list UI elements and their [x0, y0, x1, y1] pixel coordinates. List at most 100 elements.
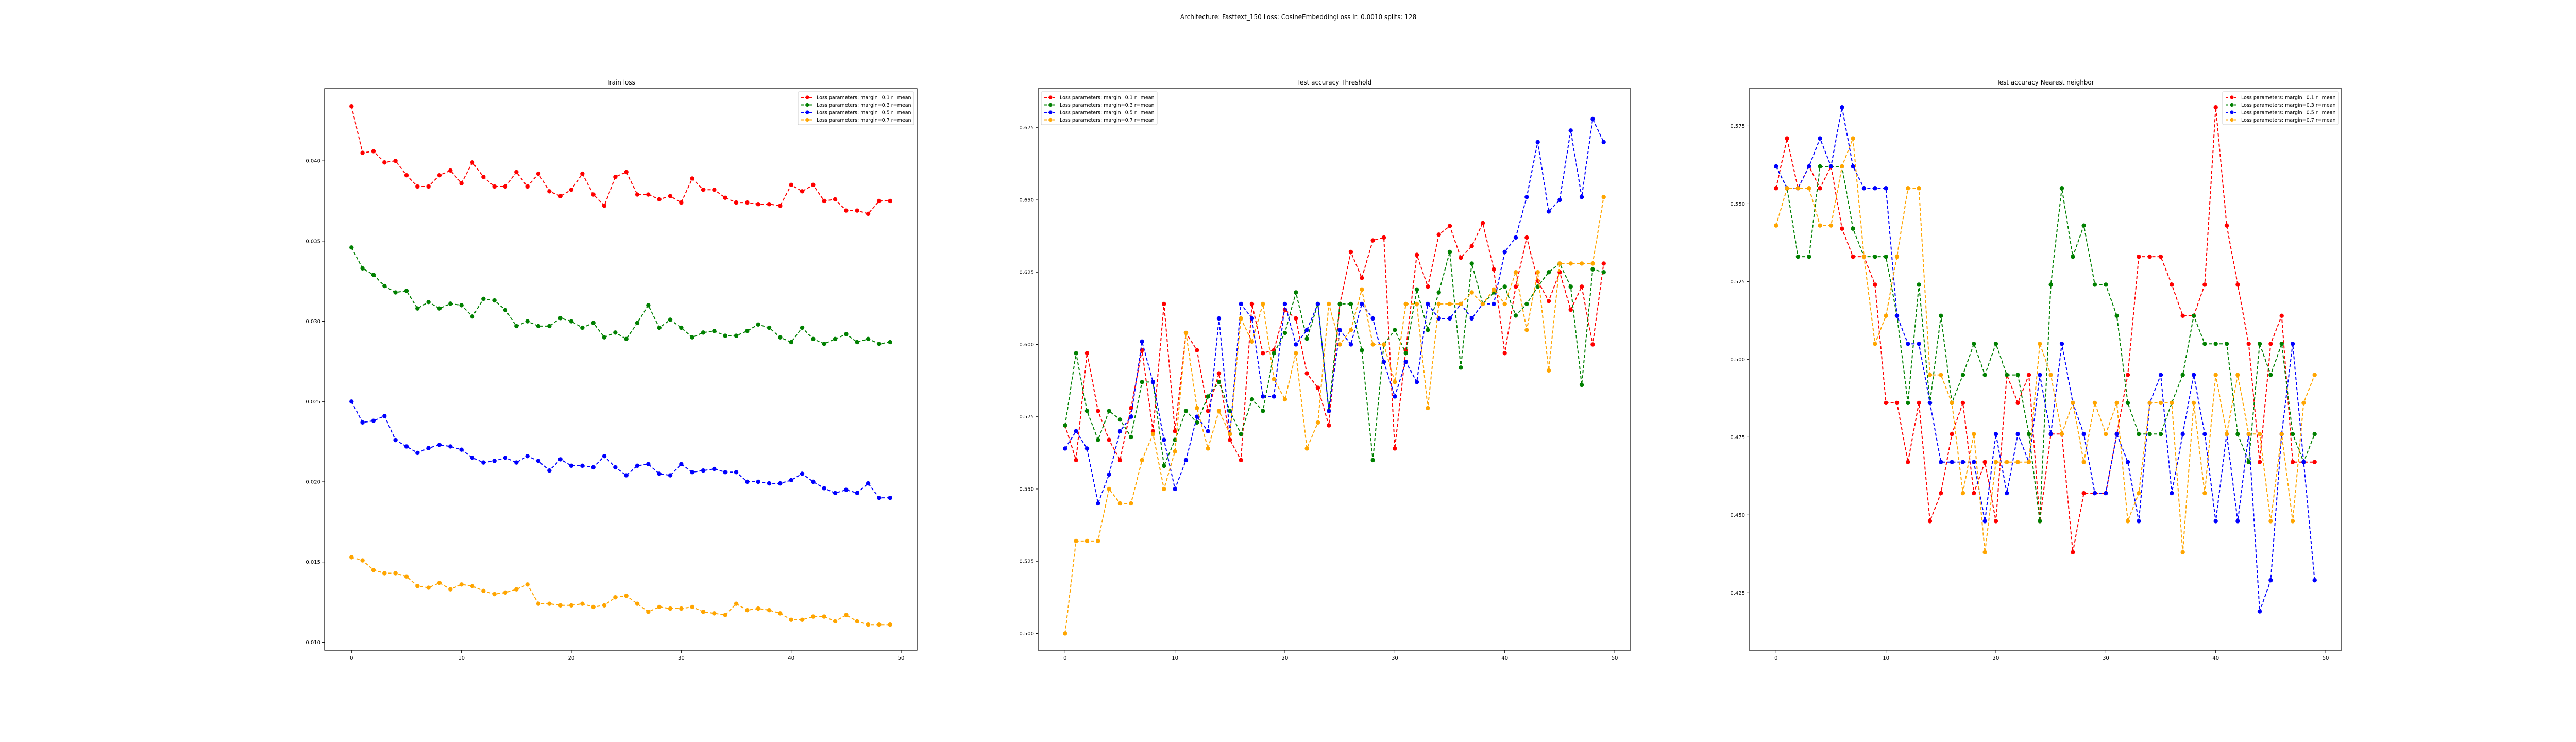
figure-title: Architecture: Fasttext_150 Loss: CosineE…	[1180, 13, 1417, 21]
legend-swatch-marker	[805, 110, 809, 114]
data-point	[800, 617, 805, 622]
data-point	[503, 308, 508, 312]
data-point	[2114, 313, 2119, 318]
data-point	[1982, 460, 1987, 464]
data-point	[591, 321, 596, 325]
data-point	[1249, 316, 1255, 321]
data-point	[448, 444, 453, 449]
data-point	[866, 336, 871, 342]
data-point	[1436, 232, 1441, 237]
data-point	[1327, 301, 1331, 307]
data-point	[1107, 409, 1111, 413]
data-point	[547, 468, 552, 473]
data-point	[349, 399, 354, 404]
y-tick-label: 0.475	[1730, 435, 1745, 441]
data-point	[1469, 316, 1474, 321]
data-point	[470, 160, 475, 165]
data-point	[2268, 578, 2273, 583]
data-point	[1393, 394, 1397, 399]
x-tick-label: 50	[898, 655, 905, 661]
data-point	[1774, 223, 1778, 228]
data-point	[690, 335, 694, 340]
data-point	[470, 456, 475, 460]
data-point	[1950, 432, 1954, 436]
data-point	[393, 437, 398, 443]
data-point	[2038, 519, 2042, 524]
y-tick-label: 0.500	[1730, 357, 1745, 363]
data-point	[580, 171, 585, 176]
data-point	[1261, 301, 1265, 307]
data-point	[1393, 380, 1397, 384]
data-point	[415, 306, 420, 311]
data-point	[833, 491, 838, 495]
data-point	[1939, 313, 1943, 318]
data-point	[1513, 313, 1518, 318]
data-point	[1074, 351, 1078, 356]
data-point	[2301, 400, 2306, 406]
data-point	[2026, 373, 2031, 377]
data-point	[624, 593, 629, 598]
data-point	[1884, 400, 1888, 406]
y-tick-label: 0.040	[306, 159, 320, 164]
data-point	[1840, 105, 1844, 110]
y-tick-label: 0.650	[1019, 197, 1034, 203]
data-point	[1447, 249, 1452, 255]
data-point	[2005, 491, 2009, 496]
data-point	[1939, 491, 1943, 496]
data-point	[1206, 394, 1210, 399]
data-point	[382, 571, 387, 576]
data-point	[360, 558, 365, 563]
data-point	[657, 471, 662, 476]
data-point	[1993, 341, 1998, 346]
data-point	[1927, 400, 1933, 406]
data-point	[1601, 261, 1606, 266]
data-point	[2235, 519, 2240, 524]
data-point	[580, 325, 585, 330]
data-point	[569, 188, 574, 192]
data-point	[1140, 380, 1144, 384]
data-point	[1469, 244, 1474, 248]
data-point	[1249, 397, 1255, 402]
data-point	[1381, 235, 1386, 240]
data-point	[459, 181, 464, 185]
data-point	[1117, 429, 1123, 433]
data-point	[1096, 538, 1100, 544]
data-point	[1524, 301, 1529, 307]
data-point	[2312, 373, 2317, 377]
legend-entry: Loss parameters: margin=0.1 r=mean	[1060, 95, 1155, 101]
data-point	[1939, 460, 1943, 464]
data-point	[1469, 290, 1474, 295]
data-point	[1492, 287, 1496, 292]
data-point	[1360, 348, 1364, 352]
legend-entry: Loss parameters: margin=0.1 r=mean	[2241, 95, 2336, 101]
y-tick-label: 0.550	[1730, 201, 1745, 207]
data-point	[734, 470, 739, 475]
data-point	[492, 592, 497, 597]
data-point	[2038, 341, 2042, 346]
data-point	[1502, 351, 1507, 356]
data-point	[1873, 341, 1877, 346]
data-point	[800, 325, 805, 330]
data-point	[1557, 197, 1562, 203]
data-point	[569, 463, 574, 468]
y-tick-label: 0.425	[1730, 591, 1745, 596]
data-point	[1568, 307, 1573, 312]
y-tick-label: 0.025	[306, 399, 320, 405]
data-point	[2015, 400, 2020, 406]
data-point	[2104, 432, 2108, 436]
data-point	[558, 457, 563, 462]
data-point	[1239, 316, 1243, 321]
data-point	[514, 587, 519, 592]
data-point	[1414, 287, 1419, 292]
data-point	[2137, 491, 2141, 496]
data-point	[2202, 491, 2207, 496]
data-point	[1524, 235, 1529, 240]
data-point	[1818, 164, 1822, 169]
data-point	[2235, 282, 2240, 287]
series-line-3	[1775, 138, 2315, 552]
data-point	[602, 204, 607, 208]
data-point	[591, 604, 596, 610]
data-point	[1894, 400, 1900, 406]
data-point	[492, 184, 497, 189]
data-point	[2158, 254, 2163, 259]
